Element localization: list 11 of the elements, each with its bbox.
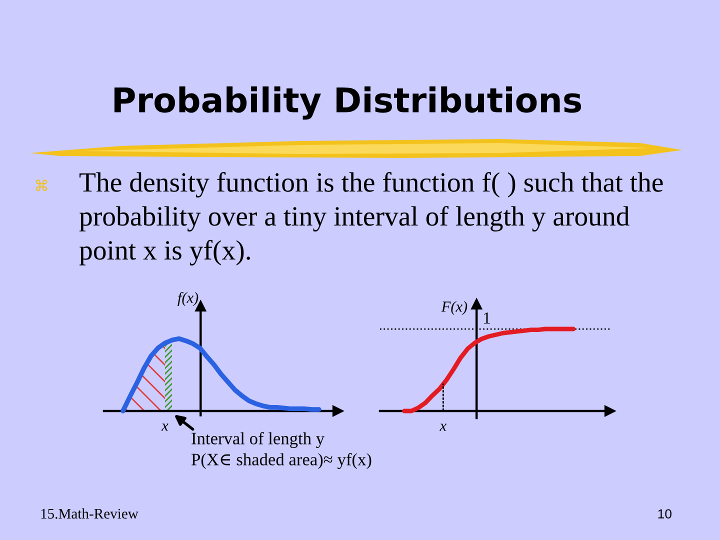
text: The density function is the function f( ) such that the probability over a tiny interval of length y around point x is yf(x). <box>79 172 663 266</box>
text: x <box>440 424 446 431</box>
text: P(X∈ shaded area)≈ yf(x) <box>192 453 372 469</box>
text: Probability Distributions <box>114 86 582 120</box>
text: Interval of length y <box>192 432 324 448</box>
text: 15.Math-Review <box>41 508 138 519</box>
text: x <box>161 424 168 431</box>
ref-line-label: 1 <box>484 312 490 324</box>
y-axis-title: f(x) <box>178 292 198 306</box>
y-axis-title: F(x) <box>441 301 468 315</box>
text: 10 <box>658 509 672 519</box>
